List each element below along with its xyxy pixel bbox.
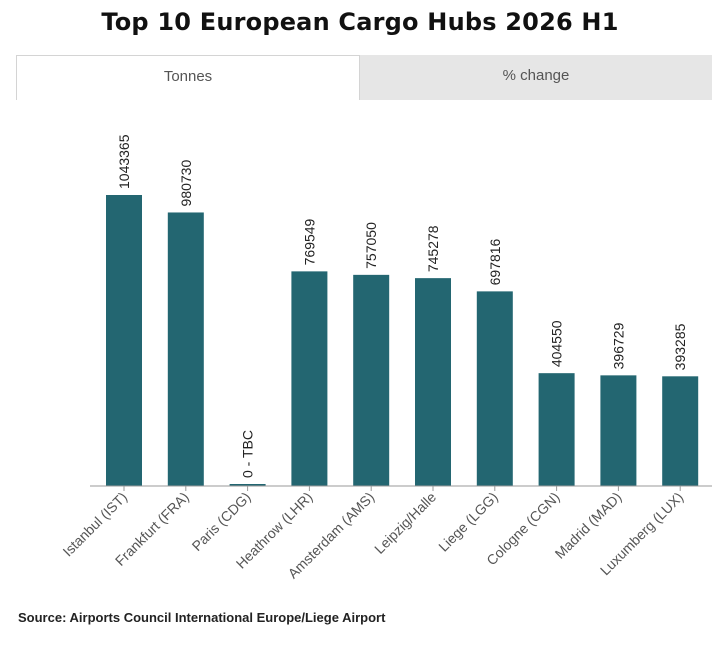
bar-7[interactable]	[538, 373, 575, 486]
source-note: Source: Airports Council International E…	[18, 610, 386, 625]
category-label-5: Leipzig/Halle	[371, 489, 439, 557]
bar-chart: 1043365 980730 0 - TBC 769549 757050 745278 69…	[59, 134, 712, 582]
bar-2[interactable]	[229, 484, 266, 486]
data-label-3: 769549	[301, 218, 317, 265]
data-label-7: 404550	[549, 320, 565, 367]
bar-8[interactable]	[600, 375, 637, 486]
data-label-9: 393285	[672, 323, 688, 370]
bar-0[interactable]	[106, 195, 142, 486]
bar-9[interactable]	[662, 376, 699, 486]
bar-5[interactable]	[415, 278, 451, 486]
data-label-1: 980730	[178, 160, 194, 207]
tab-tonnes[interactable]: Tonnes	[16, 55, 360, 100]
bar-6[interactable]	[476, 291, 513, 486]
chart-title: Top 10 European Cargo Hubs 2026 H1	[101, 8, 619, 36]
data-label-0: 1043365	[116, 134, 132, 189]
data-label-8: 396729	[610, 322, 626, 369]
data-label-2: 0 - TBC	[240, 430, 256, 478]
category-label-2: Paris (CDG)	[189, 489, 254, 554]
data-label-5: 745278	[425, 225, 441, 272]
tab-bar: Tonnes % change	[16, 55, 712, 100]
category-label-6: Liege (LGG)	[435, 489, 501, 555]
tab-percent-change[interactable]: % change	[502, 67, 570, 84]
data-label-4: 757050	[363, 222, 379, 269]
bar-1[interactable]	[167, 212, 204, 486]
bar-4[interactable]	[353, 274, 390, 486]
bar-3[interactable]	[291, 271, 328, 486]
data-label-6: 697816	[487, 238, 503, 285]
